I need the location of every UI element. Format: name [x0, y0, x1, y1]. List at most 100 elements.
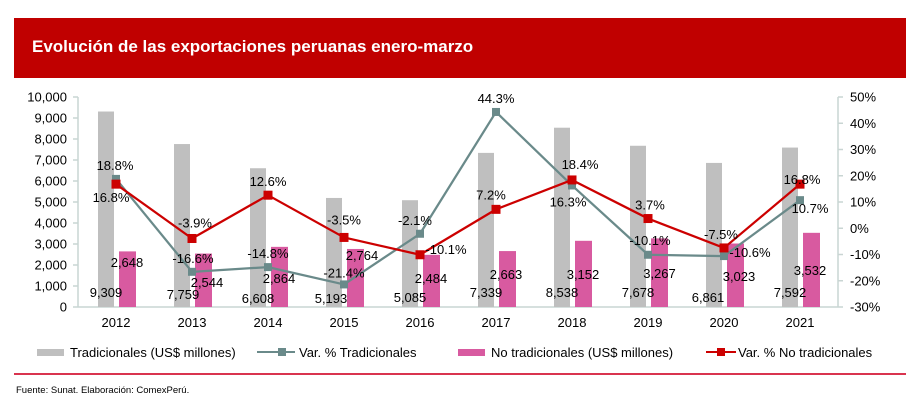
var-no-tradicionales-data-label: 16.8%: [784, 172, 821, 187]
var-tradicionales-data-label: -2.1%: [398, 213, 432, 228]
data-label-no-tradicionales: 2,544: [191, 275, 224, 290]
data-label-tradicionales: 6,861: [692, 290, 725, 305]
data-label-tradicionales: 5,085: [394, 290, 427, 305]
x-axis-category-label: 2017: [482, 315, 511, 330]
var-no-tradicionales-data-label: -3.5%: [327, 212, 361, 227]
var-tradicionales-marker: [492, 107, 500, 116]
data-label-no-tradicionales: 2,663: [490, 267, 523, 282]
bar-no-tradicionales: [423, 254, 440, 307]
var-tradicionales-marker: [416, 229, 424, 238]
var-no-tradicionales-data-label: 7.2%: [476, 187, 506, 202]
x-axis-category-label: 2019: [634, 315, 663, 330]
right-axis-tick-label: 40%: [850, 116, 876, 131]
bar-tradicionales: [630, 145, 646, 307]
right-axis-tick-label: -10%: [850, 247, 881, 262]
legend-item-no-tradicionales: No tradicionales (US$ millones): [458, 344, 673, 360]
legend-item-var-tradicionales: Var. % Tradicionales: [257, 344, 417, 360]
left-axis-tick-label: 5,000: [34, 195, 67, 210]
left-axis-tick-label: 1,000: [34, 279, 67, 294]
var-no-tradicionales-marker: [491, 204, 501, 214]
left-axis-tick-label: 9,000: [34, 111, 67, 126]
var-tradicionales-marker: [720, 252, 728, 261]
x-axis-category-label: 2018: [558, 315, 587, 330]
bar-no-tradicionales: [803, 232, 820, 307]
legend-label: No tradicionales (US$ millones): [491, 344, 674, 360]
right-axis-tick-label: 50%: [850, 90, 876, 105]
var-no-tradicionales-data-label: 18.4%: [562, 157, 599, 172]
var-tradicionales-marker: [796, 196, 804, 205]
bar-no-tradicionales: [271, 246, 288, 307]
bar-tradicionales: [478, 152, 494, 307]
legend-label: Var. % Tradicionales: [299, 344, 417, 360]
legend-label: Var. % No tradicionales: [738, 344, 873, 360]
x-axis-category-label: 2013: [178, 315, 207, 330]
right-axis-tick-label: 30%: [850, 142, 876, 157]
legend-label: Tradicionales (US$ millones): [70, 344, 236, 360]
data-label-tradicionales: 9,309: [90, 285, 123, 300]
data-label-tradicionales: 7,678: [622, 285, 655, 300]
var-no-tradicionales-marker: [795, 179, 805, 189]
data-label-no-tradicionales: 2,864: [263, 271, 296, 286]
right-axis-tick-label: 10%: [850, 195, 876, 210]
data-label-no-tradicionales: 2,764: [346, 248, 379, 263]
legend-swatch-pink-bar: [458, 348, 485, 356]
var-tradicionales-data-label: 18.8%: [97, 158, 134, 173]
data-label-tradicionales: 7,592: [774, 285, 807, 300]
legend-line-marker-icon: [257, 345, 295, 359]
var-no-tradicionales-data-label: 16.8%: [93, 190, 130, 205]
var-tradicionales-data-label: 10.7%: [792, 201, 829, 216]
bar-no-tradicionales: [119, 251, 136, 307]
data-label-tradicionales: 6,608: [242, 291, 275, 306]
left-axis-tick-label: 7,000: [34, 153, 67, 168]
data-label-tradicionales: 7,339: [470, 285, 503, 300]
data-label-no-tradicionales: 2,484: [415, 271, 448, 286]
var-tradicionales-line: [115, 110, 801, 286]
data-label-tradicionales: 7,759: [167, 287, 200, 302]
var-no-tradicionales-marker: [567, 175, 577, 185]
var-no-tradicionales-data-label: -10.1%: [425, 242, 467, 257]
x-axis-category-label: 2012: [102, 315, 131, 330]
left-axis-tick-label: 3,000: [34, 237, 67, 252]
left-axis-tick-label: 6,000: [34, 174, 67, 189]
bar-tradicionales: [706, 162, 722, 307]
var-tradicionales-data-label: -10.1%: [629, 233, 671, 248]
var-tradicionales-marker: [188, 267, 196, 276]
var-no-tradicionales-marker: [415, 250, 425, 260]
legend-line-marker-icon: [706, 345, 736, 359]
var-no-tradicionales-data-label: -7.5%: [704, 227, 738, 242]
var-no-tradicionales-marker: [719, 243, 729, 253]
x-axis-category-label: 2021: [786, 315, 815, 330]
right-axis-tick-label: -30%: [850, 300, 881, 315]
x-axis-category-label: 2014: [254, 315, 283, 330]
x-axis-category-label: 2016: [406, 315, 435, 330]
var-no-tradicionales-marker: [339, 232, 349, 242]
left-axis-tick-label: 10,000: [27, 90, 67, 105]
left-axis-tick-label: 4,000: [34, 216, 67, 231]
var-no-tradicionales-marker: [643, 214, 653, 224]
var-tradicionales-data-label: -16.6%: [172, 251, 214, 266]
bar-tradicionales: [98, 111, 114, 307]
var-tradicionales-data-label: -14.8%: [247, 246, 289, 261]
source-note: Fuente: Sunat. Elaboración: ComexPerú.: [16, 385, 190, 396]
var-tradicionales-data-label: -10.6%: [729, 245, 771, 260]
legend-item-var-no-tradicionales: Var. % No tradicionales: [706, 344, 872, 360]
left-axis-tick-label: 8,000: [34, 132, 67, 147]
bar-no-tradicionales: [575, 240, 592, 307]
data-label-no-tradicionales: 3,267: [643, 266, 676, 281]
footer-divider: [14, 373, 906, 375]
var-tradicionales-marker: [568, 181, 576, 190]
title-bar: Evolución de las exportaciones peruanas …: [14, 18, 906, 78]
data-label-no-tradicionales: 3,152: [567, 267, 600, 282]
data-label-no-tradicionales: 3,532: [794, 263, 827, 278]
legend-swatch-gray-bar: [37, 348, 64, 356]
data-label-no-tradicionales: 2,648: [111, 255, 144, 270]
combo-chart: 0 1,000 2,000 3,000 4,000 5,000 6,000 7,000 8,00…: [27, 90, 881, 331]
var-tradicionales-data-label: -21.4%: [323, 265, 365, 280]
data-label-tradicionales: 5,193: [315, 291, 348, 306]
right-axis-tick-label: -20%: [850, 273, 881, 288]
var-no-tradicionales-marker: [111, 179, 121, 189]
data-label-no-tradicionales: 3,023: [723, 269, 756, 284]
right-axis-tick-label: 20%: [850, 168, 876, 183]
var-tradicionales-data-label: 44.3%: [478, 91, 515, 106]
data-label-tradicionales: 8,538: [546, 285, 579, 300]
